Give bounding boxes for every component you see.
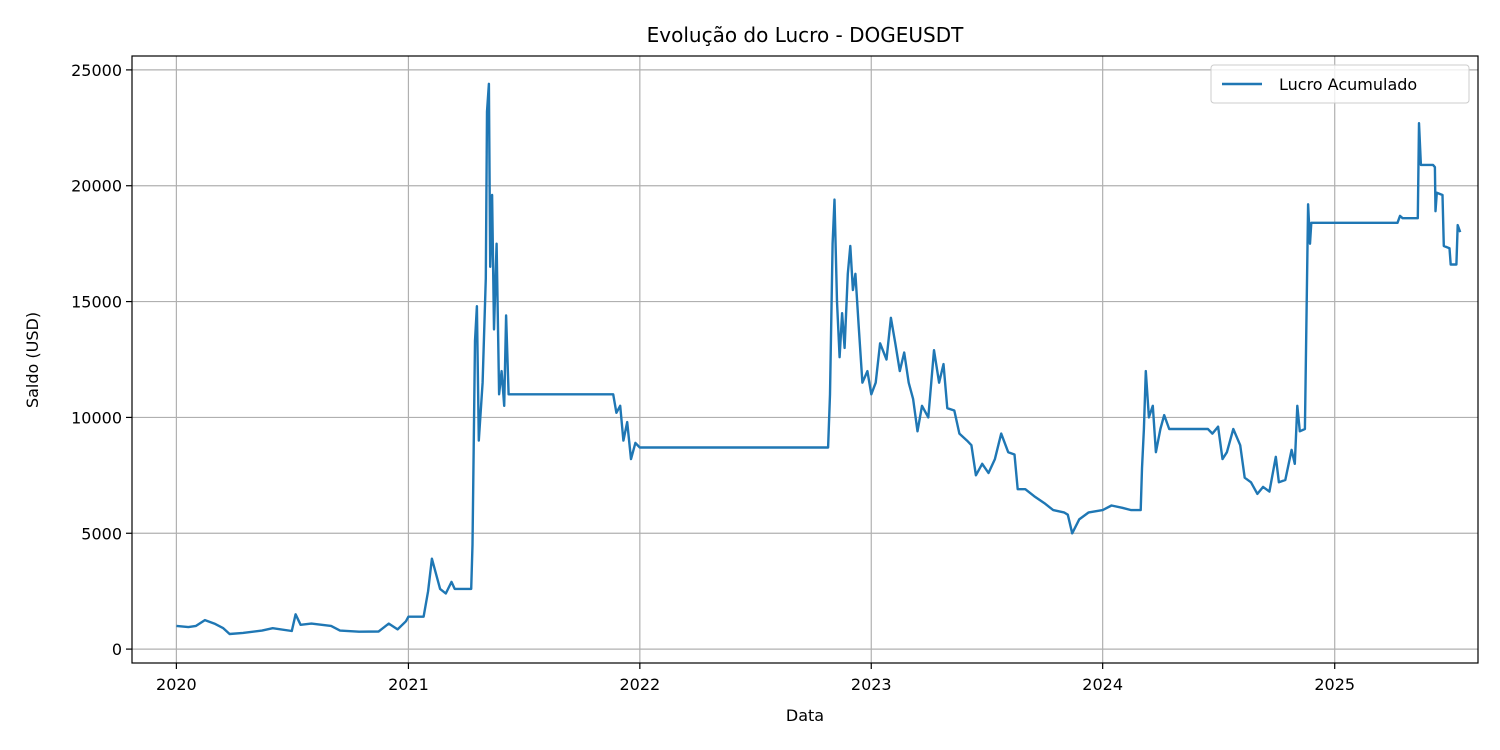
- chart-title: Evolução do Lucro - DOGEUSDT: [647, 23, 965, 47]
- x-tick-label: 2023: [851, 675, 892, 694]
- x-tick-label: 2020: [156, 675, 197, 694]
- y-tick-label: 20000: [71, 177, 122, 196]
- series-line-lucro-acumulado: [176, 82, 1462, 636]
- y-axis: 0 5000 10000 15000 20000 25000: [71, 61, 132, 659]
- grid-lines: [132, 56, 1478, 663]
- x-axis-label: Data: [786, 706, 824, 725]
- x-tick-label: 2022: [619, 675, 660, 694]
- x-tick-label: 2025: [1314, 675, 1355, 694]
- x-axis: 2020 2021 2022 2023 2024 2025: [156, 663, 1355, 694]
- plot-frame: [131, 55, 1479, 664]
- legend: Lucro Acumulado: [1210, 64, 1470, 104]
- y-tick-label: 25000: [71, 61, 122, 80]
- y-tick-label: 5000: [81, 524, 122, 543]
- legend-box: [1210, 64, 1470, 104]
- y-tick-label: 0: [112, 640, 122, 659]
- x-tick-label: 2021: [388, 675, 429, 694]
- series-layer: [176, 82, 1462, 636]
- y-tick-label: 15000: [71, 293, 122, 312]
- y-tick-label: 10000: [71, 408, 122, 427]
- y-axis-label: Saldo (USD): [23, 312, 42, 408]
- legend-label: Lucro Acumulado: [1279, 75, 1417, 94]
- x-tick-label: 2024: [1082, 675, 1123, 694]
